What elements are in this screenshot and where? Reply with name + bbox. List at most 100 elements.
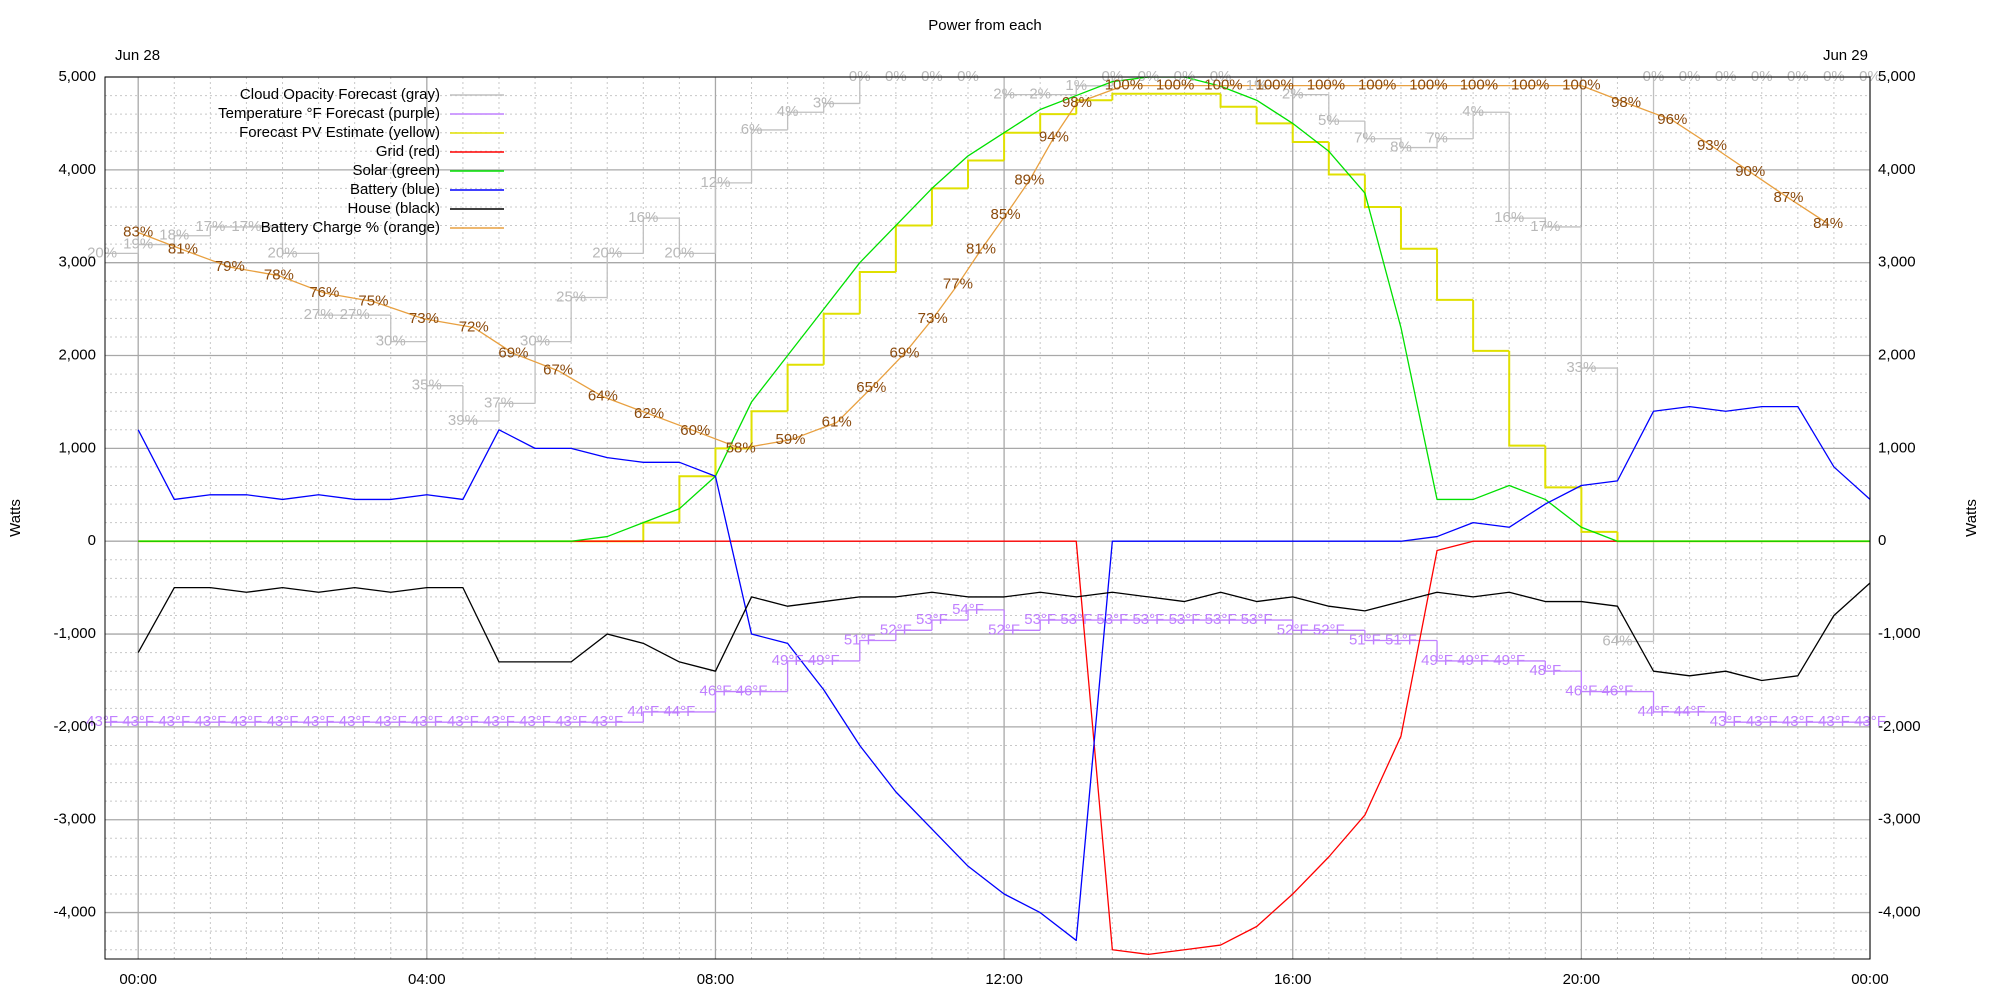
series-line bbox=[137, 582, 1870, 682]
step-segment bbox=[1508, 112, 1546, 219]
data-label: 49°F bbox=[772, 652, 804, 669]
data-label: 37% bbox=[484, 394, 514, 411]
y-tick-label: -2,000 bbox=[1878, 718, 1921, 735]
step-segment bbox=[1652, 691, 1690, 713]
step-segment bbox=[137, 243, 175, 254]
step-segment bbox=[1652, 77, 1690, 642]
step-segment bbox=[750, 410, 788, 449]
data-label: 5% bbox=[1318, 112, 1340, 129]
plot-frame bbox=[104, 76, 1871, 960]
data-label: 17% bbox=[195, 218, 225, 235]
data-label: 1% bbox=[1246, 77, 1268, 94]
data-label: 20% bbox=[592, 244, 622, 261]
data-label: 100% bbox=[1460, 77, 1498, 94]
step-segment bbox=[209, 226, 247, 236]
data-label: 44°F bbox=[1638, 703, 1670, 720]
data-label: 100% bbox=[1409, 77, 1447, 94]
step-segment bbox=[1363, 174, 1401, 208]
step-segment bbox=[1436, 640, 1474, 662]
y-tick-label: 5,000 bbox=[58, 68, 96, 85]
step-segment bbox=[1544, 445, 1582, 489]
data-label: 0% bbox=[849, 68, 871, 85]
data-label: 100% bbox=[1307, 77, 1345, 94]
data-label: 43°F bbox=[1746, 713, 1778, 730]
y-tick-label: 0 bbox=[88, 532, 96, 549]
data-label: 51°F bbox=[1349, 631, 1381, 648]
step-segment bbox=[1472, 111, 1510, 139]
data-label: 18% bbox=[159, 227, 189, 244]
data-label: 64% bbox=[588, 388, 618, 405]
step-segment bbox=[1003, 77, 1041, 96]
legend-label: Grid (red) bbox=[376, 143, 440, 160]
data-label: 52°F bbox=[988, 621, 1020, 638]
data-label: 100% bbox=[1256, 77, 1294, 94]
data-label: 43°F bbox=[194, 713, 226, 730]
step-segment bbox=[931, 619, 969, 631]
data-label: 52°F bbox=[1313, 621, 1345, 638]
y-tick-label: -3,000 bbox=[53, 811, 96, 828]
data-label: 1% bbox=[1065, 77, 1087, 94]
data-label: 43°F bbox=[375, 713, 407, 730]
x-tick-label: 04:00 bbox=[408, 971, 446, 988]
data-label: 53°F bbox=[916, 611, 948, 628]
data-label: 53°F bbox=[1169, 611, 1201, 628]
data-label: 0% bbox=[1859, 68, 1881, 85]
data-label: 93% bbox=[1697, 137, 1727, 154]
data-label: 72% bbox=[459, 318, 489, 335]
data-label: 0% bbox=[1138, 68, 1160, 85]
data-label: 76% bbox=[309, 284, 339, 301]
data-label: 43°F bbox=[483, 713, 515, 730]
legend-label: House (black) bbox=[347, 200, 440, 217]
data-label: 0% bbox=[1679, 68, 1701, 85]
data-label: 81% bbox=[966, 241, 996, 258]
step-segment bbox=[317, 253, 355, 316]
data-label: 51°F bbox=[1385, 631, 1417, 648]
step-segment bbox=[606, 252, 644, 298]
data-label: 43°F bbox=[411, 713, 443, 730]
data-label: 59% bbox=[775, 431, 805, 448]
data-label: 53°F bbox=[1024, 611, 1056, 628]
data-label: 0% bbox=[1751, 68, 1773, 85]
data-label: 0% bbox=[957, 68, 979, 85]
y-tick-label: -2,000 bbox=[53, 718, 96, 735]
step-segment bbox=[1400, 138, 1438, 149]
data-label: 100% bbox=[1358, 77, 1396, 94]
step-segment bbox=[1364, 121, 1401, 140]
data-label: 43°F bbox=[231, 713, 263, 730]
step-segment bbox=[714, 182, 752, 254]
y-tick-label: -1,000 bbox=[1878, 625, 1921, 642]
y-tick-label: 1,000 bbox=[58, 439, 96, 456]
step-segment bbox=[1328, 94, 1365, 122]
data-label: 83% bbox=[123, 223, 153, 240]
data-label: 43°F bbox=[122, 713, 154, 730]
data-label: 94% bbox=[1039, 128, 1069, 145]
data-label: 100% bbox=[1156, 77, 1194, 94]
step-segment bbox=[1364, 630, 1401, 642]
legend: Cloud Opacity Forecast (gray) Temperature… bbox=[218, 86, 504, 236]
data-label: 0% bbox=[885, 68, 907, 85]
data-label: 54°F bbox=[952, 601, 984, 618]
data-label: 46°F bbox=[1565, 683, 1597, 700]
data-label: 96% bbox=[1657, 111, 1687, 128]
data-label: 43°F bbox=[303, 713, 335, 730]
data-label: 17% bbox=[231, 218, 261, 235]
data-label: 100% bbox=[1562, 77, 1600, 94]
step-segment bbox=[678, 218, 716, 255]
data-label: 65% bbox=[856, 379, 886, 396]
data-label: 43°F bbox=[339, 713, 371, 730]
data-label: 6% bbox=[741, 121, 763, 138]
data-label: 35% bbox=[412, 377, 442, 394]
data-label: 8% bbox=[1390, 139, 1412, 156]
data-label: 44°F bbox=[627, 703, 659, 720]
step-segment bbox=[678, 475, 716, 523]
data-label: 20% bbox=[87, 244, 117, 261]
step-segment bbox=[967, 609, 1005, 621]
step-segment bbox=[786, 111, 824, 130]
step-segment bbox=[786, 660, 824, 692]
data-label: 43°F bbox=[1710, 713, 1742, 730]
step-segment bbox=[642, 217, 680, 254]
data-label: 4% bbox=[1462, 103, 1484, 120]
data-label: 53°F bbox=[1132, 611, 1164, 628]
